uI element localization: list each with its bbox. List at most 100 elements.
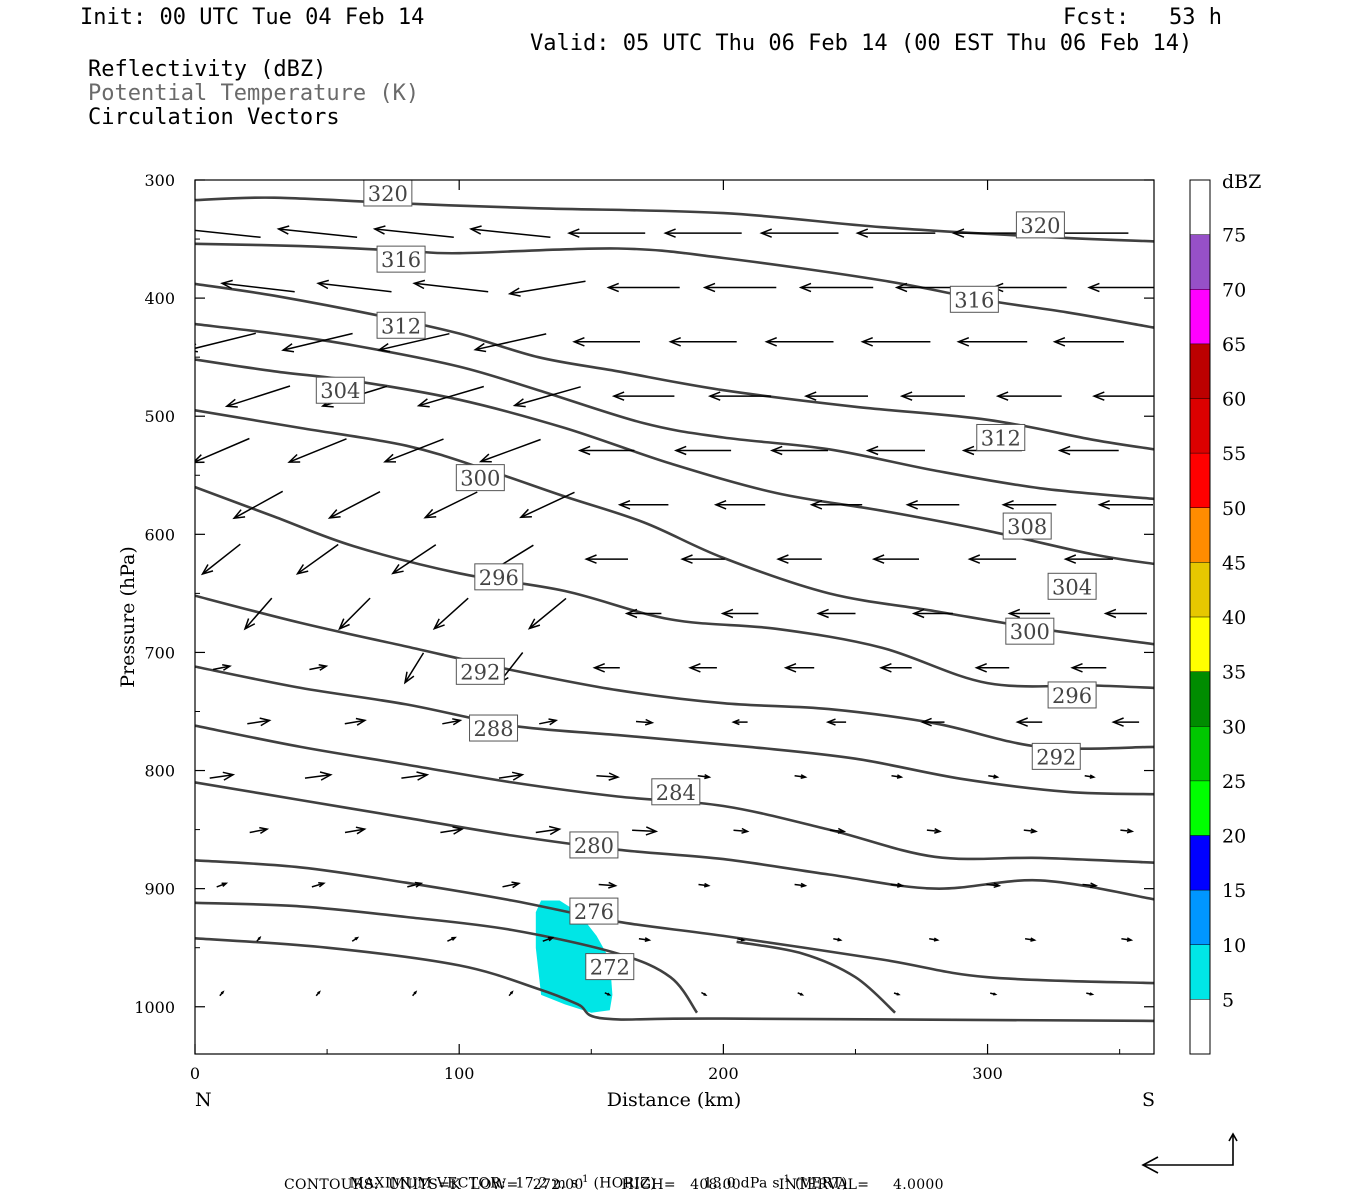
vector-shaft <box>424 491 478 519</box>
contour-label-box-292 <box>1031 742 1081 770</box>
contour-label-box-320 <box>363 179 413 207</box>
vector-head <box>259 826 270 835</box>
vector-shaft <box>309 665 327 671</box>
reflectivity-area-5dbz <box>535 900 613 1013</box>
circulation-vector-24 <box>572 337 640 347</box>
colorbar-label-15: 15 <box>1222 880 1246 902</box>
circulation-vector-97 <box>920 717 945 727</box>
x-right-end-label: S <box>1142 1089 1155 1111</box>
circulation-vectors <box>195 225 1154 997</box>
valid-time: Valid: 05 UTC Thu 06 Feb 14 (00 EST Thu … <box>530 31 1193 56</box>
vector-head <box>606 282 619 293</box>
contour-label-316: 316 <box>954 288 994 312</box>
vector-head <box>519 508 532 519</box>
vector-head <box>572 337 585 347</box>
colorbar-segment-7 <box>1190 617 1210 672</box>
vector-head <box>478 453 492 463</box>
vector-head <box>413 990 418 995</box>
colorbar-label-25: 25 <box>1222 771 1246 793</box>
vector-head <box>548 718 559 726</box>
circulation-vector-131 <box>351 936 360 942</box>
vector-shaft <box>384 438 444 463</box>
circulation-vector-7 <box>855 228 936 238</box>
vector-head <box>468 225 482 235</box>
theta-contour-272 <box>195 937 1154 1023</box>
vector-head <box>281 343 295 353</box>
contour-label-box-304 <box>315 376 365 404</box>
circulation-vector-35 <box>707 391 772 401</box>
circulation-vector-133 <box>542 936 555 942</box>
y-tick-label-400: 400 <box>144 289 175 308</box>
vector-shaft <box>986 883 1000 887</box>
vector-head <box>338 618 350 631</box>
max-vector-suffix: (VERT) <box>790 1175 848 1192</box>
vector-shaft <box>202 543 241 575</box>
contour-label-box-296 <box>474 563 524 591</box>
vector-head <box>1007 608 1021 619</box>
vector-head <box>720 608 734 619</box>
circulation-vector-120 <box>216 882 229 888</box>
vector-head <box>993 774 1000 779</box>
circulation-vector-106 <box>794 774 808 780</box>
field-potential-temperature: Potential Temperature (K) <box>88 81 420 106</box>
y-tick-label-600: 600 <box>144 525 175 544</box>
x-tick-label-200: 200 <box>708 1064 739 1083</box>
colorbar-segment-9 <box>1190 507 1210 563</box>
circulation-vector-66 <box>776 554 822 564</box>
colorbar-segment-3 <box>1190 835 1210 891</box>
field-reflectivity: Reflectivity (dBZ) <box>88 57 327 82</box>
theta-contour-288 <box>195 665 1154 796</box>
circulation-vector-129 <box>1082 882 1099 889</box>
theta-contour-272 <box>195 901 699 1014</box>
colorbar-segment-4 <box>1190 780 1210 836</box>
vector-head <box>416 771 430 781</box>
circulation-vector-16 <box>798 282 874 293</box>
vector-head <box>1052 337 1066 347</box>
vector-shaft <box>407 882 422 888</box>
circulation-vector-146 <box>797 992 805 996</box>
vector-head <box>879 663 892 673</box>
vector-head <box>327 509 341 519</box>
vector-shaft <box>379 332 450 351</box>
contour-label-288: 288 <box>473 717 513 741</box>
vector-head <box>200 564 214 576</box>
y-tick-label-1000: 1000 <box>134 998 175 1017</box>
contour-label-316: 316 <box>381 248 421 272</box>
contour-label-292: 292 <box>460 660 500 684</box>
colorbar-segment-8 <box>1190 562 1210 617</box>
circulation-vector-61 <box>295 543 339 575</box>
circulation-vector-85 <box>688 663 717 673</box>
circulation-vector-92 <box>442 718 463 726</box>
exp-2: -1 <box>779 1174 791 1185</box>
vector-head <box>567 228 580 238</box>
contour-label-box-280 <box>569 831 619 859</box>
contour-label-box-312 <box>376 311 426 339</box>
colorbar-label-5: 5 <box>1222 989 1234 1011</box>
contour-label-box-288 <box>469 714 519 742</box>
circulation-vector-19 <box>1087 282 1154 293</box>
circulation-vector-14 <box>606 282 680 293</box>
vector-head <box>1070 663 1083 673</box>
circulation-vector-37 <box>899 391 965 401</box>
contour-label-box-308 <box>1002 512 1052 540</box>
vector-head <box>354 936 360 941</box>
circulation-vector-38 <box>995 391 1062 401</box>
colorbar-segment-10 <box>1190 453 1210 508</box>
vector-head <box>776 554 789 564</box>
circulation-vector-68 <box>967 554 1017 564</box>
y-tick-label-700: 700 <box>144 643 175 662</box>
vector-head <box>894 282 908 293</box>
circulation-vector-55 <box>713 500 766 510</box>
circulation-vector-112 <box>440 826 465 835</box>
contour-label-box-320 <box>1015 211 1065 239</box>
vector-head <box>584 554 597 564</box>
vector-head <box>759 228 772 238</box>
vector-shaft <box>318 282 392 293</box>
vector-shaft <box>249 828 268 834</box>
vector-head <box>259 717 272 727</box>
circulation-vector-56 <box>809 500 863 510</box>
circulation-vector-111 <box>344 826 367 835</box>
circulation-vector-60 <box>200 543 241 576</box>
vector-head <box>645 826 659 836</box>
theta-contour-320 <box>195 196 1154 243</box>
